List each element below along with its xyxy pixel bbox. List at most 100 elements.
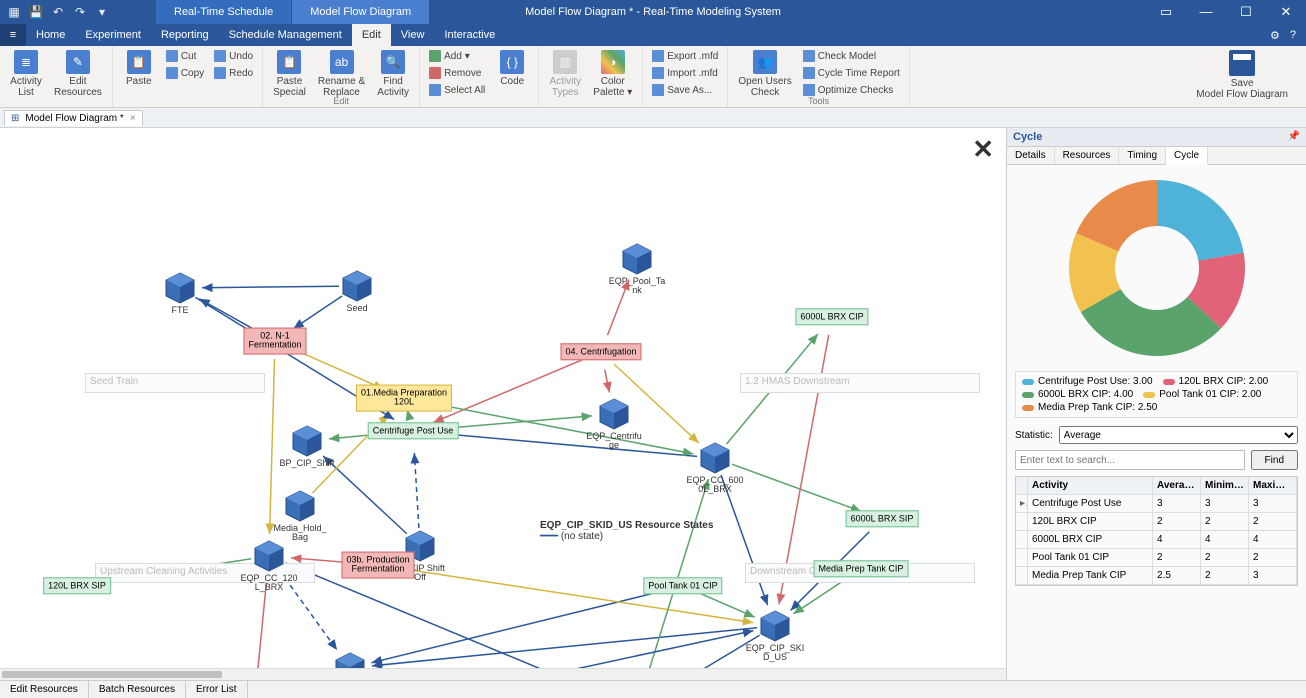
- paste-special-button[interactable]: 📋Paste Special: [269, 48, 310, 100]
- qat-redo-icon[interactable]: ↷: [72, 4, 88, 20]
- status-tab[interactable]: Batch Resources: [89, 681, 186, 698]
- qat-dropdown-icon[interactable]: ▾: [94, 4, 110, 20]
- file-menu-button[interactable]: ≡: [0, 24, 26, 46]
- menu-item[interactable]: View: [391, 24, 435, 46]
- qat-undo-icon[interactable]: ↶: [50, 4, 66, 20]
- node-label: EQP_Centrifu ge: [574, 432, 654, 451]
- diagram-canvas[interactable]: Seed Train1.2 HMAS DownstreamUpstream Cl…: [0, 128, 1006, 680]
- node-label: EQP_CC_120 L_BRX: [229, 574, 309, 593]
- ribbon: ≣Activity List ✎Edit Resources 📋Paste Cu…: [0, 46, 1306, 108]
- select-all-button[interactable]: Select All: [426, 82, 488, 98]
- statistic-select[interactable]: Average: [1059, 426, 1298, 444]
- activity-node[interactable]: 04. Centrifugation: [560, 343, 641, 360]
- close-icon[interactable]: ✕: [1266, 4, 1306, 20]
- menu-item[interactable]: Interactive: [434, 24, 505, 46]
- open-users-check-button[interactable]: 👥Open Users Check: [734, 48, 795, 100]
- panel-tab[interactable]: Resources: [1055, 147, 1120, 164]
- code-button[interactable]: { }Code: [492, 48, 532, 89]
- cycle-donut-chart: [1057, 173, 1257, 363]
- node-label: EQP_Pool_Ta nk: [597, 277, 677, 296]
- cycle-time-report-button[interactable]: Cycle Time Report: [800, 65, 903, 81]
- app-icon: ▦: [6, 4, 22, 20]
- resource-states-sub: (no state): [561, 531, 603, 542]
- panel-title: Cycle: [1013, 131, 1042, 143]
- ribbon-toggle-icon[interactable]: ▭: [1146, 4, 1186, 20]
- copy-button[interactable]: Copy: [163, 65, 207, 81]
- activity-node[interactable]: 6000L BRX SIP: [846, 510, 919, 527]
- status-tab[interactable]: Edit Resources: [0, 681, 89, 698]
- edit-resources-button[interactable]: ✎Edit Resources: [50, 48, 106, 100]
- import-mfd-button[interactable]: Import .mfd: [649, 65, 721, 81]
- document-tab[interactable]: ⊞ Model Flow Diagram * ×: [4, 110, 143, 126]
- close-tab-icon[interactable]: ×: [130, 113, 136, 124]
- node-label: BP_CIP_Shift: [267, 459, 347, 468]
- statistic-label: Statistic:: [1015, 430, 1053, 441]
- legend-item: 6000L BRX CIP: 4.00: [1022, 389, 1133, 400]
- grid-row[interactable]: 120L BRX CIP222: [1016, 513, 1297, 531]
- minimize-icon[interactable]: —: [1186, 4, 1226, 20]
- panel-pin-icon[interactable]: 📌: [1288, 131, 1300, 143]
- canvas-close-icon[interactable]: ✕: [972, 134, 994, 165]
- activity-types-button[interactable]: ▥Activity Types: [545, 48, 585, 100]
- title-bar: ▦ 💾 ↶ ↷ ▾ Real-Time ScheduleModel Flow D…: [0, 0, 1306, 24]
- menu-item[interactable]: Home: [26, 24, 75, 46]
- status-bar: Edit ResourcesBatch ResourcesError List: [0, 680, 1306, 698]
- horizontal-scrollbar[interactable]: [0, 668, 1006, 680]
- background-region: Seed Train: [85, 373, 265, 393]
- activity-node[interactable]: 6000L BRX CIP: [795, 308, 868, 325]
- panel-tab[interactable]: Timing: [1119, 147, 1166, 164]
- ribbon-group-edit-label: Edit: [263, 96, 419, 106]
- cut-button[interactable]: Cut: [163, 48, 207, 64]
- activity-node[interactable]: Centrifuge Post Use: [368, 422, 459, 439]
- node-label: EQP_CC_600 0L_BRX: [675, 476, 755, 495]
- activity-node[interactable]: Pool Tank 01 CIP: [643, 577, 722, 594]
- menu-item[interactable]: Experiment: [75, 24, 151, 46]
- menu-item[interactable]: Edit: [352, 24, 391, 46]
- color-palette-button[interactable]: ◑Color Palette ▾: [589, 48, 636, 100]
- background-region: 1.2 HMAS Downstream: [740, 373, 980, 393]
- grid-row[interactable]: Media Prep Tank CIP2.523: [1016, 567, 1297, 585]
- top-tab[interactable]: Real-Time Schedule: [156, 0, 292, 24]
- window-title: Model Flow Diagram * - Real-Time Modelin…: [525, 6, 781, 18]
- remove-button[interactable]: Remove: [426, 65, 488, 81]
- paste-button[interactable]: 📋Paste: [119, 48, 159, 89]
- export-mfd-button[interactable]: Export .mfd: [649, 48, 721, 64]
- status-tab[interactable]: Error List: [186, 681, 248, 698]
- help-icon[interactable]: ?: [1290, 29, 1296, 42]
- activity-node[interactable]: 01.Media Preparation 120L: [356, 385, 452, 412]
- activity-list-button[interactable]: ≣Activity List: [6, 48, 46, 100]
- qat-save-icon[interactable]: 💾: [28, 4, 44, 20]
- scrollbar-thumb[interactable]: [2, 671, 222, 678]
- document-tab-label: Model Flow Diagram *: [25, 113, 123, 124]
- maximize-icon[interactable]: ☐: [1226, 4, 1266, 20]
- menu-item[interactable]: Schedule Management: [219, 24, 352, 46]
- top-tab[interactable]: Model Flow Diagram: [292, 0, 430, 24]
- activity-node[interactable]: Media Prep Tank CIP: [814, 560, 909, 577]
- grid-row[interactable]: Pool Tank 01 CIP222: [1016, 549, 1297, 567]
- search-input[interactable]: [1015, 450, 1245, 470]
- settings-icon[interactable]: ⚙: [1270, 29, 1280, 42]
- grid-row[interactable]: 6000L BRX CIP444: [1016, 531, 1297, 549]
- redo-button[interactable]: Redo: [211, 65, 256, 81]
- chart-legend: Centrifuge Post Use: 3.00120L BRX CIP: 2…: [1015, 371, 1298, 418]
- menu-bar: ≡ HomeExperimentReportingSchedule Manage…: [0, 24, 1306, 46]
- add-button[interactable]: Add ▾: [426, 48, 488, 64]
- save-diagram-button[interactable]: Save Model Flow Diagram: [1178, 46, 1306, 107]
- activity-node[interactable]: 120L BRX SIP: [43, 577, 111, 594]
- activity-node[interactable]: 03b. Production Fermentation: [341, 552, 414, 579]
- cycle-panel: Cycle 📌 DetailsResourcesTimingCycle Cent…: [1006, 128, 1306, 680]
- undo-button[interactable]: Undo: [211, 48, 256, 64]
- panel-tab[interactable]: Details: [1007, 147, 1055, 164]
- grid-row[interactable]: ▸Centrifuge Post Use333: [1016, 495, 1297, 513]
- document-tabs: ⊞ Model Flow Diagram * ×: [0, 108, 1306, 128]
- find-activity-button[interactable]: 🔍Find Activity: [373, 48, 413, 100]
- cycle-grid[interactable]: ActivityAverageMinimumMaximum▸Centrifuge…: [1015, 476, 1298, 586]
- panel-tab[interactable]: Cycle: [1166, 147, 1208, 165]
- save-as-button[interactable]: Save As...: [649, 82, 721, 98]
- rename-replace-button[interactable]: abRename & Replace: [314, 48, 369, 100]
- menu-item[interactable]: Reporting: [151, 24, 219, 46]
- node-label: Seed: [317, 304, 397, 313]
- activity-node[interactable]: 02. N-1 Fermentation: [243, 328, 306, 355]
- find-button[interactable]: Find: [1251, 450, 1298, 470]
- check-model-button[interactable]: Check Model: [800, 48, 903, 64]
